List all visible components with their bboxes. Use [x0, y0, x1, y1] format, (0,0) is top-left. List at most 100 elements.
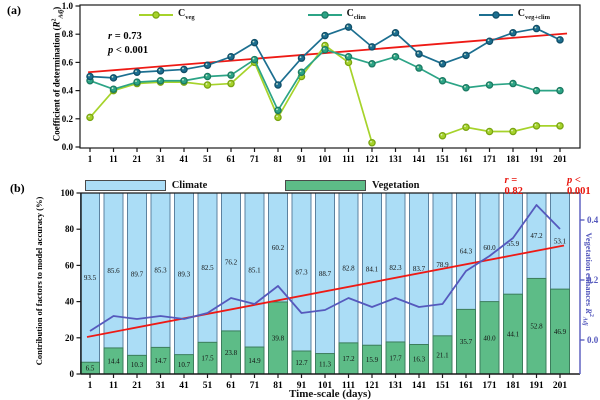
series-point-highlight [252, 40, 255, 43]
legend-item-C_veg+clim: Cveg+clim [478, 8, 550, 21]
series-point-C_clim [180, 76, 188, 85]
bar-climate-segment [103, 192, 124, 375]
series-point-highlight [252, 57, 255, 60]
panel-b-legend: Climate Vegetation r = 0.82 p < 0.001 [85, 175, 600, 197]
bar-vegetation-value-label: 39.8 [272, 334, 285, 342]
series-point-highlight [111, 87, 114, 90]
panel-a-x-tick-label: 91 [297, 154, 307, 164]
panel-b-x-tick-label: 201 [553, 381, 568, 391]
panel-b-left-axis-title: Contribution of factors to model accurac… [34, 196, 44, 366]
series-point-highlight [229, 73, 231, 75]
panel-b-x-tick-label: 121 [365, 381, 380, 391]
panel-b-left-tick-label: 40 [65, 297, 75, 307]
series-point-highlight [299, 70, 302, 73]
series-point-C_veg+clim [485, 37, 494, 46]
panel-b-x-tick-label: 31 [156, 381, 166, 391]
panel-b-left-tick-label: 100 [61, 188, 75, 198]
series-point-highlight [511, 81, 513, 84]
bar-vegetation-value-label: 40.0 [483, 334, 496, 342]
series-point-C_veg+clim [415, 50, 423, 58]
bar-vegetation-value-label: 6.5 [86, 365, 95, 373]
legend-marker-icon [478, 10, 513, 19]
series-point-highlight [135, 80, 137, 83]
bar-climate-value-label: 55.9 [507, 240, 520, 248]
series-point-C_veg+clim [556, 36, 564, 44]
x-axis-title: Time-scale (days) [289, 388, 371, 400]
series-point-highlight [487, 83, 490, 85]
bar-climate-value-label: 82.5 [201, 264, 214, 272]
panel-a-frame [79, 4, 581, 149]
series-point-highlight [558, 123, 560, 126]
series-point-C_clim [133, 78, 141, 86]
series-point-C_clim [109, 85, 118, 93]
bar-climate-value-label: 85.1 [248, 267, 261, 275]
bar-climate-value-label: 83.7 [413, 265, 426, 273]
series-point-highlight [158, 68, 161, 71]
series-point-C_clim [368, 60, 376, 68]
bar-vegetation-value-label: 17.2 [342, 355, 355, 363]
panel-a-y-title-suffix: ) [51, 6, 62, 10]
series-point-C_clim [344, 53, 353, 61]
panel-a-y-tick-label: 0.6 [62, 57, 74, 67]
series-point-C_veg [462, 123, 470, 132]
bar-climate-segment [80, 192, 100, 375]
bar-vegetation-value-label: 46.9 [554, 328, 567, 336]
panel-b-x-tick-label: 171 [482, 381, 497, 391]
panel-b-x-tick-label: 191 [529, 381, 544, 391]
panel-b-x-tick-label: 61 [226, 381, 236, 391]
series-point-highlight [229, 81, 231, 84]
series-point-highlight [417, 52, 419, 54]
panel-b-x-tick-label: 161 [459, 381, 474, 391]
series-point-C_veg+clim [532, 24, 541, 33]
bar-vegetation-value-label: 17.7 [389, 354, 402, 362]
series-point-highlight [534, 88, 537, 91]
panel-a-y-tick-label: 0.4 [62, 86, 74, 96]
panel-b-annotation-r: r = 0.82 [504, 174, 523, 197]
panel-a-x-tick-label: 81 [274, 154, 284, 164]
series-point-highlight [370, 140, 372, 143]
series-point-C_clim [415, 64, 423, 72]
panel-b-left-tick-label: 20 [65, 333, 75, 343]
bar-vegetation-value-label: 14.7 [154, 357, 167, 365]
climate-legend-label: Climate [171, 180, 208, 191]
panel-a-y-title-rsymbol: R [51, 21, 62, 28]
panel-a-x-tick-label: 171 [483, 154, 497, 164]
bar-climate-value-label: 88.7 [319, 270, 332, 278]
series-point-highlight [299, 56, 302, 59]
series-point-C_veg+clim [297, 54, 306, 62]
bar-climate-value-label: 47.2 [530, 232, 543, 240]
series-point-C_veg [556, 122, 564, 130]
bar-climate-value-label: 76.2 [225, 258, 238, 266]
panel-a-x-tick-label: 31 [156, 154, 166, 164]
panel-a-x-tick-label: 111 [342, 154, 355, 164]
series-point-C_clim [250, 55, 259, 64]
panel-b-left-tick-label: 0 [70, 369, 75, 379]
panel-a-x-tick-label: 161 [459, 154, 473, 164]
panel-a-y-title-prefix: Coefficient of determination ( [51, 27, 62, 142]
series-point-C_veg+clim [462, 51, 470, 60]
panel-a-y-tick-label: 0.2 [62, 114, 74, 124]
vegetation-legend-label: Vegetation [372, 180, 420, 191]
series-line-C_veg [442, 124, 560, 137]
series-point-C_clim [462, 84, 470, 92]
series-point-highlight [370, 61, 372, 64]
series-point-highlight [487, 39, 490, 42]
panel-a-y-title-sub: Adj [58, 9, 65, 19]
bar-climate-value-label: 85.3 [154, 267, 167, 275]
series-point-highlight [417, 66, 419, 68]
series-point-highlight [88, 115, 90, 118]
panel-a-x-tick-label: 71 [250, 154, 260, 164]
series-point-highlight [276, 83, 278, 85]
series-point-highlight [276, 115, 278, 118]
panel-b-right-tick-label: 0.0 [587, 335, 599, 345]
series-point-C_veg+clim [509, 29, 517, 37]
series-point-C_clim [227, 71, 235, 79]
series-point-C_veg [438, 131, 447, 140]
panel-b-x-tick-label: 181 [506, 381, 521, 391]
series-point-highlight [393, 30, 396, 33]
panel-a-y-tick-label: 0.0 [62, 142, 74, 152]
series-point-C_veg+clim [227, 53, 235, 61]
series-point-C_clim [297, 68, 306, 77]
series-point-C_veg [509, 127, 517, 136]
series-point-highlight [534, 123, 537, 126]
